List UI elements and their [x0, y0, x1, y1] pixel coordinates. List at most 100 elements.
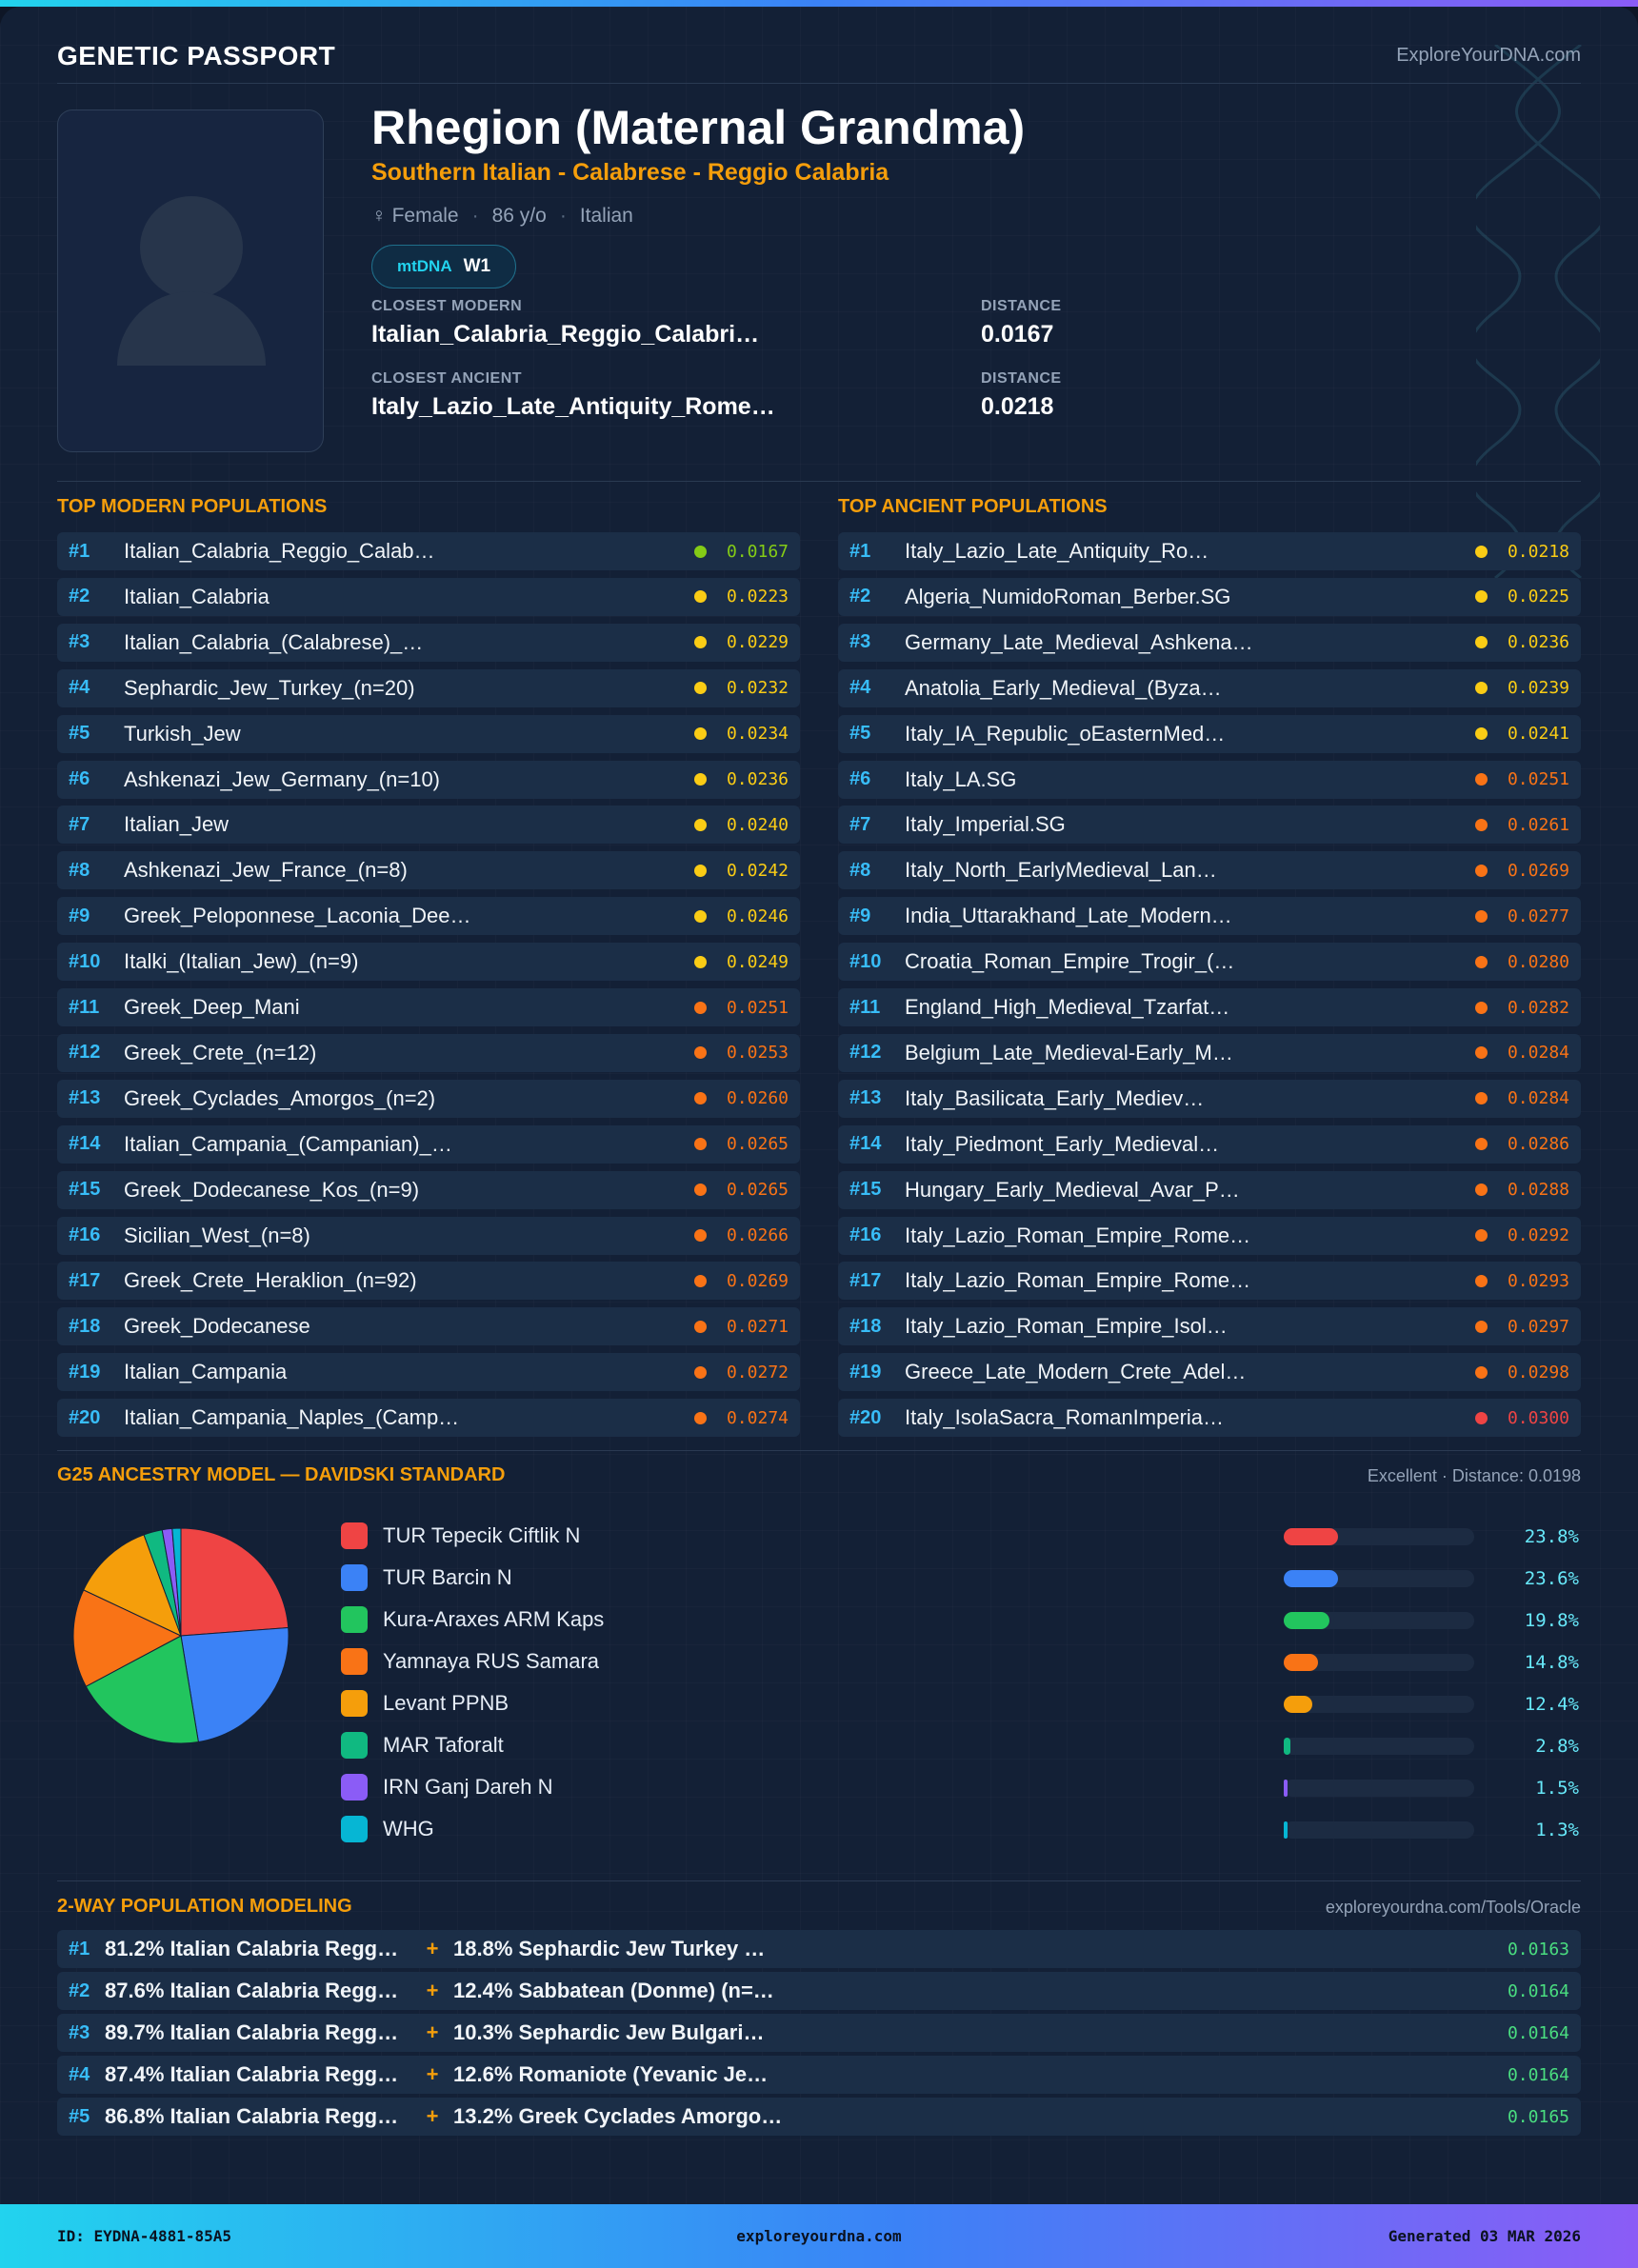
population-row[interactable]: #5 Italy_IA_Republic_oEasternMed… 0.0241 [838, 714, 1581, 753]
population-distance: 0.0229 [726, 632, 789, 653]
population-distance: 0.0241 [1507, 724, 1569, 745]
population-row[interactable]: #9 Greek_Peloponnese_Laconia_Dee… 0.0246 [57, 897, 800, 936]
population-distance: 0.0260 [726, 1088, 789, 1109]
population-distance: 0.0269 [1507, 860, 1569, 881]
population-rank: #6 [849, 768, 871, 789]
footer-site[interactable]: exploreyourdna.com [736, 2227, 902, 2245]
ancestry-component-row: Kura-Araxes ARM Kaps 19.8% [341, 1603, 1579, 1636]
population-row[interactable]: #15 Hungary_Early_Medieval_Avar_P… 0.0288 [838, 1170, 1581, 1209]
population-name: Italy_IA_Republic_oEasternMed… [905, 721, 1226, 746]
distance-indicator-dot [694, 1411, 707, 1424]
population-row[interactable]: #3 Italian_Calabria_(Calabrese)_… 0.0229 [57, 623, 800, 662]
population-row[interactable]: #8 Ashkenazi_Jew_France_(n=8) 0.0242 [57, 851, 800, 890]
population-row[interactable]: #19 Greece_Late_Modern_Crete_Adel… 0.0298 [838, 1353, 1581, 1392]
profile-age: 86 y/o [491, 205, 547, 227]
section-divider [57, 1880, 1581, 1881]
population-row[interactable]: #20 Italian_Campania_Naples_(Camp… 0.0274 [57, 1399, 800, 1438]
model-rank: #3 [69, 2021, 90, 2043]
model-source-a: 86.8% Italian Calabria Regg… [105, 2104, 399, 2128]
population-row[interactable]: #17 Italy_Lazio_Roman_Empire_Rome… 0.0293 [838, 1262, 1581, 1301]
population-row[interactable]: #2 Italian_Calabria 0.0223 [57, 577, 800, 616]
population-distance: 0.0167 [726, 541, 789, 562]
population-rank: #19 [849, 1361, 882, 1383]
distance-indicator-dot [694, 1184, 707, 1197]
population-row[interactable]: #2 Algeria_NumidoRoman_Berber.SG 0.0225 [838, 577, 1581, 616]
component-bar-track [1284, 1696, 1474, 1713]
distance-indicator-dot [694, 1365, 707, 1379]
population-row[interactable]: #12 Greek_Crete_(n=12) 0.0253 [57, 1033, 800, 1072]
population-rank: #20 [69, 1406, 101, 1428]
haplogroup-value: W1 [463, 256, 491, 276]
population-rank: #12 [849, 1042, 882, 1064]
population-distance: 0.0284 [1507, 1088, 1569, 1109]
header-site-link[interactable]: ExploreYourDNA.com [1396, 45, 1581, 66]
twoway-source-link[interactable]: exploreyourdna.com/Tools/Oracle [1325, 1898, 1581, 1917]
population-distance: 0.0280 [1507, 951, 1569, 972]
population-row[interactable]: #16 Italy_Lazio_Roman_Empire_Rome… 0.0292 [838, 1216, 1581, 1255]
population-row[interactable]: #6 Italy_LA.SG 0.0251 [838, 760, 1581, 799]
legend-swatch [341, 1648, 368, 1675]
population-rank: #13 [849, 1087, 882, 1109]
population-distance: 0.0293 [1507, 1270, 1569, 1291]
population-distance: 0.0251 [1507, 769, 1569, 789]
meta-separator: · [559, 205, 567, 227]
twoway-model-row[interactable]: #4 87.4% Italian Calabria Regg… +12.6% Rom… [57, 2056, 1581, 2094]
population-rank: #4 [69, 677, 90, 699]
population-row[interactable]: #11 Greek_Deep_Mani 0.0251 [57, 988, 800, 1026]
legend-swatch [341, 1522, 368, 1549]
population-row[interactable]: #10 Croatia_Roman_Empire_Trogir_(… 0.0280 [838, 943, 1581, 982]
population-name: Ashkenazi_Jew_France_(n=8) [124, 858, 408, 883]
population-distance: 0.0266 [726, 1225, 789, 1245]
population-row[interactable]: #13 Greek_Cyclades_Amorgos_(n=2) 0.0260 [57, 1079, 800, 1118]
population-row[interactable]: #8 Italy_North_EarlyMedieval_Lan… 0.0269 [838, 851, 1581, 890]
model-rank: #5 [69, 2105, 90, 2127]
population-row[interactable]: #3 Germany_Late_Medieval_Ashkena… 0.0236 [838, 623, 1581, 662]
twoway-model-row[interactable]: #1 81.2% Italian Calabria Regg… +18.8% Sep… [57, 1930, 1581, 1968]
population-row[interactable]: #18 Italy_Lazio_Roman_Empire_Isol… 0.0297 [838, 1307, 1581, 1346]
population-row[interactable]: #5 Turkish_Jew 0.0234 [57, 714, 800, 753]
population-distance: 0.0261 [1507, 814, 1569, 835]
population-row[interactable]: #4 Sephardic_Jew_Turkey_(n=20) 0.0232 [57, 668, 800, 707]
population-row[interactable]: #1 Italian_Calabria_Reggio_Calab… 0.0167 [57, 532, 800, 570]
population-name: Greece_Late_Modern_Crete_Adel… [905, 1360, 1247, 1384]
population-row[interactable]: #20 Italy_IsolaSacra_RomanImperia… 0.0300 [838, 1399, 1581, 1438]
component-bar-track [1284, 1738, 1474, 1755]
plus-icon: + [426, 2104, 439, 2128]
population-row[interactable]: #1 Italy_Lazio_Late_Antiquity_Ro… 0.0218 [838, 532, 1581, 570]
population-row[interactable]: #16 Sicilian_West_(n=8) 0.0266 [57, 1216, 800, 1255]
component-percentage: 23.6% [1524, 1568, 1579, 1589]
population-row[interactable]: #18 Greek_Dodecanese 0.0271 [57, 1307, 800, 1346]
population-name: Germany_Late_Medieval_Ashkena… [905, 629, 1253, 654]
population-row[interactable]: #10 Italki_(Italian_Jew)_(n=9) 0.0249 [57, 943, 800, 982]
population-row[interactable]: #9 India_Uttarakhand_Late_Modern… 0.0277 [838, 897, 1581, 936]
twoway-model-row[interactable]: #5 86.8% Italian Calabria Regg… +13.2% Gre… [57, 2098, 1581, 2136]
twoway-model-row[interactable]: #3 89.7% Italian Calabria Regg… +10.3% Sep… [57, 2014, 1581, 2052]
population-row[interactable]: #12 Belgium_Late_Medieval-Early_M… 0.0284 [838, 1033, 1581, 1072]
distance-indicator-dot [694, 590, 707, 604]
ancestry-component-row: Levant PPNB 12.4% [341, 1687, 1579, 1720]
twoway-model-row[interactable]: #2 87.6% Italian Calabria Regg… +12.4% Sab… [57, 1972, 1581, 2010]
g25-fit-summary: Excellent · Distance: 0.0198 [1367, 1466, 1581, 1485]
profile-ethnicity: Italian [579, 205, 633, 227]
population-name: Italian_Campania [124, 1360, 288, 1384]
population-row[interactable]: #19 Italian_Campania 0.0272 [57, 1353, 800, 1392]
population-row[interactable]: #7 Italy_Imperial.SG 0.0261 [838, 806, 1581, 845]
population-name: Greek_Peloponnese_Laconia_Dee… [124, 904, 471, 928]
component-name: IRN Ganj Dareh N [383, 1775, 553, 1799]
population-rank: #1 [849, 540, 871, 562]
population-rank: #15 [69, 1179, 101, 1201]
population-row[interactable]: #7 Italian_Jew 0.0240 [57, 806, 800, 845]
population-row[interactable]: #17 Greek_Crete_Heraklion_(n=92) 0.0269 [57, 1262, 800, 1301]
model-source-b: 18.8% Sephardic Jew Turkey … [453, 1937, 766, 1960]
top-accent-bar [0, 0, 1638, 7]
population-row[interactable]: #14 Italian_Campania_(Campanian)_… 0.0265 [57, 1124, 800, 1164]
population-row[interactable]: #14 Italy_Piedmont_Early_Medieval… 0.0286 [838, 1124, 1581, 1164]
haplogroup-badge: mtDNA W1 [371, 245, 517, 288]
population-row[interactable]: #11 England_High_Medieval_Tzarfat… 0.0282 [838, 988, 1581, 1026]
population-distance: 0.0271 [726, 1316, 789, 1337]
population-row[interactable]: #15 Greek_Dodecanese_Kos_(n=9) 0.0265 [57, 1170, 800, 1209]
population-rank: #17 [69, 1269, 101, 1291]
population-row[interactable]: #6 Ashkenazi_Jew_Germany_(n=10) 0.0236 [57, 760, 800, 799]
population-row[interactable]: #13 Italy_Basilicata_Early_Mediev… 0.0284 [838, 1079, 1581, 1118]
population-row[interactable]: #4 Anatolia_Early_Medieval_(Byza… 0.0239 [838, 668, 1581, 707]
